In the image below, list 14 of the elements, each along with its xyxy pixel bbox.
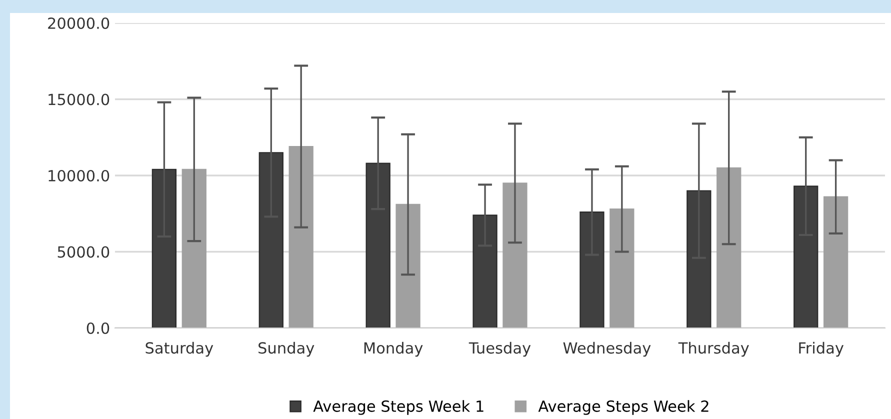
y-tick-label: 5000.0 — [58, 246, 110, 258]
x-tick-label: Sunday — [258, 342, 314, 357]
x-tick-label: Saturday — [146, 342, 214, 357]
x-tick-label: Tuesday — [468, 342, 531, 357]
y-tick-label: 20000.0 — [48, 17, 110, 30]
x-tick-label: Monday — [364, 342, 423, 357]
legend-label: Average Steps Week 1 — [313, 400, 484, 415]
x-tick-label: Wednesday — [563, 342, 651, 357]
y-tick-label: 0.0 — [86, 322, 110, 334]
x-tick-label: Friday — [799, 342, 844, 357]
y-tick-label: 15000.0 — [48, 94, 110, 106]
legend-label: Average Steps Week 2 — [538, 400, 708, 415]
y-tick-label: 10000.0 — [48, 170, 110, 182]
x-tick-label: Thursday — [678, 342, 749, 357]
